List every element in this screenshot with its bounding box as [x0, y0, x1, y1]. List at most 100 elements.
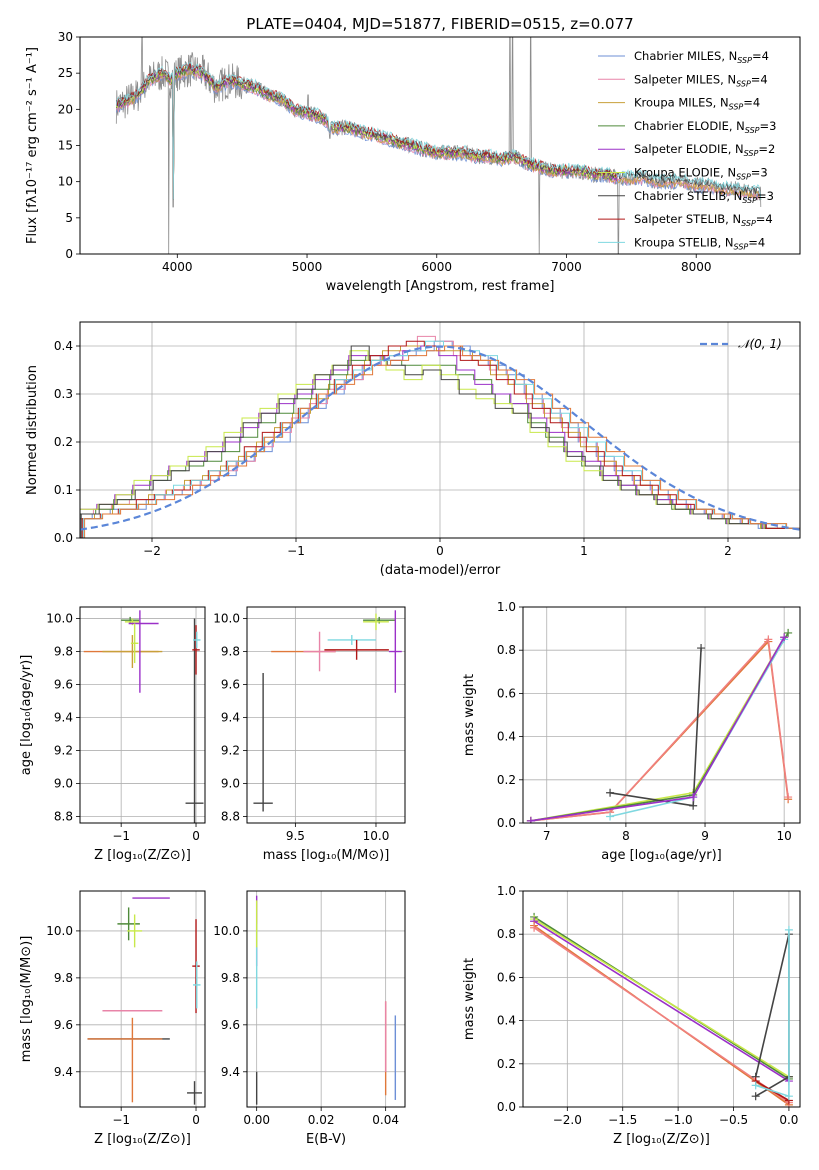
x-tick-label: 7000: [551, 260, 582, 274]
legend-label: Salpeter ELODIE, NSSP=2: [634, 142, 775, 158]
histogram-step-line: [81, 340, 800, 538]
figure-title: PLATE=0404, MJD=51877, FIBERID=0515, z=0…: [246, 15, 633, 33]
histogram-step-line: [80, 335, 796, 529]
y-tick-label: 9.0: [54, 776, 73, 790]
weight-series-line: [533, 927, 790, 1104]
x-tick-label: 9.5: [286, 829, 305, 843]
x-tick-label: 9: [701, 829, 709, 843]
x-tick-label: 5000: [292, 260, 323, 274]
plus-marker: [780, 633, 789, 642]
residuals-legend: 𝒩(0, 1): [700, 337, 782, 351]
y-tick-label: 9.6: [221, 1018, 240, 1032]
y-tick-label: 0.1: [54, 483, 73, 497]
histogram-step-line: [83, 340, 800, 538]
weight-series-line: [533, 918, 790, 1078]
y-axis-label: Flux [fλ10⁻¹⁷ erg cm⁻² s⁻¹ A⁻¹]: [25, 47, 40, 244]
legend-label-text: Kroupa STELIB, N: [634, 235, 734, 249]
legend-label-suffix: =4: [756, 212, 773, 226]
plus-marker: [751, 1092, 760, 1101]
y-tick-label: 9.8: [221, 645, 240, 659]
plot-area: [526, 628, 793, 823]
plus-marker: [526, 816, 535, 823]
y-tick-label: 0.6: [497, 686, 516, 700]
y-tick-label: 20: [58, 102, 73, 116]
y-tick-label: 0.8: [497, 927, 516, 941]
x-tick-label: −1: [287, 544, 305, 558]
plot-area: [255, 895, 397, 1105]
plot-area: [115, 37, 762, 254]
normal-curve-line: [80, 345, 800, 531]
legend-label-text: Salpeter ELODIE, N: [634, 142, 744, 156]
x-tick-label: 0: [192, 829, 200, 843]
panel-age_vs_mass: 9.5 10.0 8.8 9.0 9.2 9.4 9.6 9.8 10.0 mass [log₁₀…: [213, 606, 406, 863]
legend-label-sub: SSP: [744, 149, 759, 158]
panel-age_vs_Z: −1 0 8.8 9.0 9.2 9.4 9.6 9.8 10.0 Z [log₁₀(Z/Z⊙)]…: [19, 606, 206, 863]
plot-area: [80, 335, 800, 538]
histogram-step-line: [84, 345, 800, 538]
plus-marker: [689, 793, 698, 802]
y-tick-label: 9.2: [221, 743, 240, 757]
y-tick-label: 9.4: [221, 1065, 240, 1079]
x-axis-label: age [log₁₀(age/yr)]: [601, 848, 722, 863]
plot-area: [83, 610, 204, 823]
x-tick-label: −1.0: [664, 1113, 693, 1127]
axes-frame: [522, 890, 801, 1108]
plot-area: [253, 610, 402, 812]
y-tick-label: 0.0: [54, 531, 73, 545]
x-tick-label: 4000: [162, 260, 193, 274]
x-axis-label: Z [log₁₀(Z/Z⊙)]: [613, 1132, 710, 1147]
plot-area: [87, 897, 203, 1105]
y-tick-label: 8.8: [221, 809, 240, 823]
legend-label-suffix: =3: [757, 189, 774, 203]
model-spectrum-line: [115, 61, 762, 200]
x-tick-label: −2.0: [553, 1113, 582, 1127]
plot-area: [530, 912, 793, 1107]
plus-marker: [784, 925, 793, 934]
y-tick-label: 30: [58, 30, 73, 44]
x-tick-label: 0.00: [243, 1113, 270, 1127]
y-tick-label: 0.0: [497, 816, 516, 830]
legend-label: Kroupa ELODIE, NSSP=3: [634, 166, 768, 182]
axes-frame: [79, 36, 801, 255]
legend-label-sub: SSP: [742, 196, 757, 205]
x-tick-label: 0.0: [779, 1113, 798, 1127]
plus-marker: [606, 788, 615, 797]
model-spectrum-line: [115, 67, 618, 200]
x-tick-label: 1: [580, 544, 588, 558]
axes-frame: [522, 606, 801, 824]
y-tick-label: 0.2: [54, 435, 73, 449]
plus-marker: [689, 801, 698, 810]
legend-label-sub: SSP: [737, 56, 752, 65]
legend-label-suffix: =4: [752, 49, 769, 63]
y-tick-label: 9.8: [54, 971, 73, 985]
plus-marker: [764, 635, 773, 644]
y-tick-label: 9.2: [54, 743, 73, 757]
legend-label: Kroupa MILES, NSSP=4: [634, 96, 760, 112]
axes-frame: [246, 606, 406, 824]
plus-marker: [784, 1092, 793, 1101]
weight-series-line: [533, 920, 790, 1082]
axes-frame: [79, 890, 206, 1108]
x-tick-label: −1: [112, 829, 130, 843]
plus-marker: [784, 628, 793, 637]
y-tick-label: 10.0: [46, 924, 73, 938]
y-tick-label: 15: [58, 139, 73, 153]
y-tick-label: 25: [58, 66, 73, 80]
axes-frame: [79, 321, 801, 539]
panel-weight_vs_Z: −2.0 −1.5 −1.0 −0.5 0.0 0.0 0.2 0.4 0.6 0.8 1.0 Z […: [462, 884, 801, 1147]
y-tick-label: 0.4: [497, 730, 516, 744]
legend-label-text: Chabrier MILES, N: [634, 49, 737, 63]
legend-label: Salpeter MILES, NSSP=4: [634, 72, 768, 88]
axes-frame: [79, 606, 206, 824]
y-tick-label: 9.0: [221, 776, 240, 790]
legend-label-sub: SSP: [745, 126, 760, 135]
y-tick-label: 9.6: [54, 1018, 73, 1032]
panel-weight_vs_age: 7 8 9 10 0.0 0.2 0.4 0.6 0.8 1.0 age [log₁₀(age/yr…: [462, 600, 801, 863]
legend-label-sub: SSP: [741, 219, 756, 228]
x-axis-label: mass [log₁₀(M/M⊙)]: [263, 848, 390, 863]
y-tick-label: 0.2: [497, 1057, 516, 1071]
legend-label: 𝒩(0, 1): [738, 337, 782, 351]
y-tick-label: 1.0: [497, 600, 516, 614]
histogram-step-line: [80, 340, 795, 529]
x-tick-label: 8000: [681, 260, 712, 274]
